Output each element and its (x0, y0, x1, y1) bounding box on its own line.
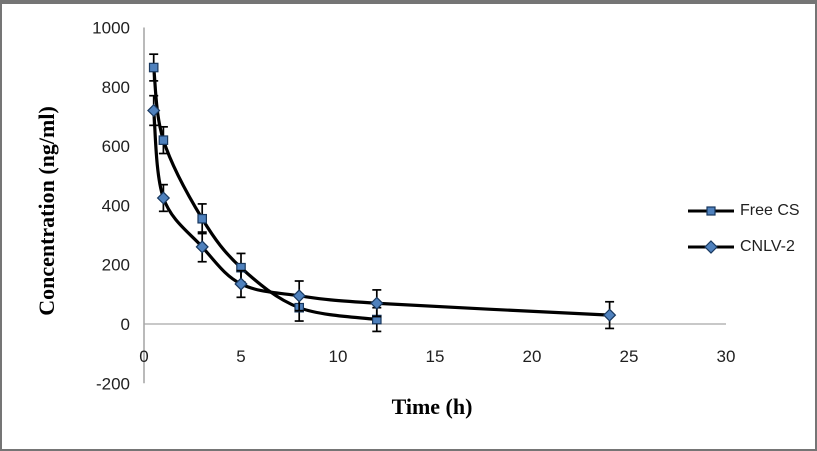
y-tick-label: 1000 (92, 19, 130, 38)
legend-square-marker-icon (688, 206, 734, 216)
x-tick-label: 5 (236, 347, 245, 366)
data-point-marker-square (158, 135, 169, 145)
y-tick-label: -200 (96, 374, 130, 393)
data-point-marker-diamond (234, 277, 248, 291)
data-point-marker-diamond (147, 103, 161, 118)
series-line-cnlv-2 (152, 108, 612, 317)
chart-plot-area: -200 0 200 400 600 800 1000 0 5 10 15 20 25 30 (92, 19, 736, 394)
legend-diamond-marker-icon (688, 240, 734, 254)
x-tick-label: 20 (523, 347, 542, 366)
legend-label-free-cs: Free CS (740, 202, 800, 219)
x-tick-label: 0 (139, 347, 148, 366)
data-point-marker-square (148, 62, 159, 73)
data-point-marker-diamond (195, 240, 209, 254)
legend-entry-cnlv-2: CNLV-2 (688, 236, 800, 258)
data-point-marker-square (197, 213, 207, 224)
y-tick-label: 0 (121, 315, 130, 334)
x-tick-label: 25 (620, 347, 639, 366)
data-point-marker-diamond (370, 296, 384, 310)
series-line-free-cs (152, 65, 379, 322)
x-tick-label: 15 (426, 347, 445, 366)
y-tick-label: 200 (102, 256, 130, 275)
legend: Free CS CNLV-2 (688, 200, 800, 258)
data-point-marker-diamond (292, 289, 306, 303)
x-tick-label: 10 (329, 347, 348, 366)
x-axis-title: Time (h) (391, 394, 473, 419)
y-tick-label: 400 (102, 196, 130, 215)
legend-label-cnlv-2: CNLV-2 (740, 238, 795, 255)
legend-entry-free-cs: Free CS (688, 200, 800, 222)
data-point-marker-diamond (602, 308, 617, 322)
y-axis-title: Concentration (ng/ml) (34, 106, 59, 316)
data-point-marker-diamond (156, 191, 171, 205)
x-tick-label: 30 (717, 347, 736, 366)
y-tick-label: 600 (102, 137, 130, 156)
y-tick-label: 800 (102, 78, 130, 97)
